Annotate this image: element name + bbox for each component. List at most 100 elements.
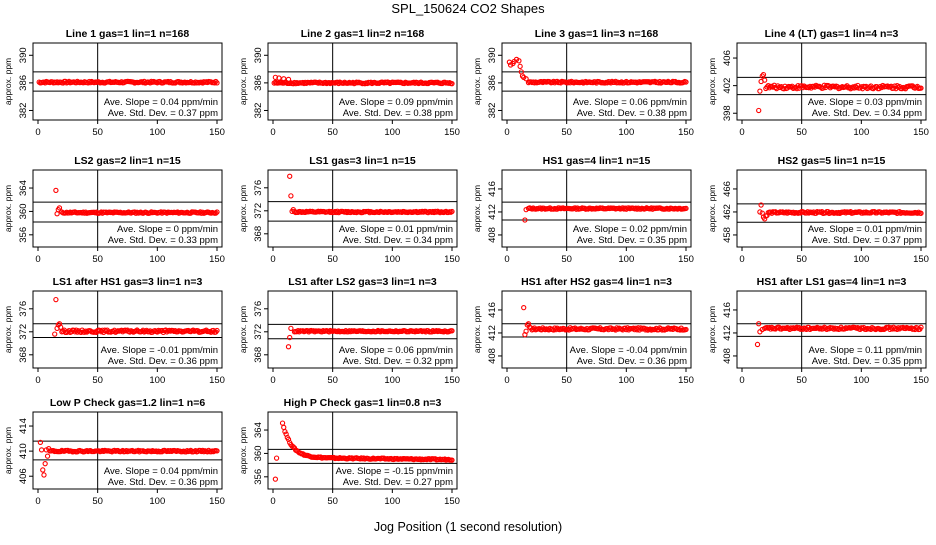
x-tick-label: 0 [270, 254, 275, 265]
data-point [893, 325, 899, 331]
y-tick-label: 386 [18, 75, 29, 91]
data-point [123, 447, 129, 454]
y-tick-label: 408 [722, 348, 733, 364]
data-point [918, 210, 924, 216]
slope-annotation: Ave. Slope = 0 ppm/min [117, 224, 218, 235]
data-point [272, 476, 279, 482]
y-axis-label: approx. ppm [707, 306, 717, 353]
slope-annotation: Ave. Slope = -0.04 ppm/min [570, 345, 687, 356]
data-point [44, 453, 51, 459]
data-point [40, 467, 46, 473]
data-point [326, 329, 332, 335]
panel-title: HS2 gas=5 lin=1 n=15 [778, 155, 886, 167]
figure-title: SPL_150624 CO2 Shapes [391, 1, 545, 16]
panel-9: LS1 after HS1 gas=3 lin=1 n=3 0 50 100 150 36… [3, 276, 225, 386]
data-point [521, 304, 527, 311]
data-point [449, 457, 455, 463]
y-tick-label: 390 [253, 47, 264, 63]
data-point [367, 209, 373, 216]
data-point [304, 328, 311, 334]
std-dev-annotation: Ave. Std. Dev. = 0.36 ppm [577, 356, 687, 367]
data-point [583, 326, 589, 333]
x-tick-label: 100 [853, 254, 869, 265]
data-point [211, 80, 218, 86]
x-tick-label: 50 [92, 127, 103, 138]
data-point [273, 455, 280, 461]
data-point [767, 209, 774, 215]
x-tick-label: 150 [678, 127, 694, 138]
y-tick-label: 376 [18, 301, 29, 317]
data-point [214, 448, 220, 454]
data-point [813, 325, 819, 332]
x-tick-label: 0 [35, 375, 40, 386]
data-point [139, 328, 145, 335]
x-tick-label: 150 [444, 254, 460, 265]
y-tick-label: 386 [487, 75, 498, 91]
x-tick-label: 0 [739, 375, 744, 386]
data-point [52, 331, 58, 337]
data-point [895, 325, 901, 331]
x-tick-label: 100 [384, 375, 400, 386]
y-tick-label: 360 [18, 203, 29, 219]
data-point [361, 455, 367, 461]
x-tick-label: 100 [149, 254, 165, 265]
data-point [516, 58, 522, 64]
y-tick-label: 406 [18, 468, 29, 484]
x-tick-label: 50 [796, 375, 807, 386]
data-point [652, 326, 658, 333]
x-tick-label: 150 [209, 496, 225, 507]
slope-annotation: Ave. Slope = -0.15 ppm/min [336, 466, 453, 477]
data-point [449, 328, 455, 334]
y-axis-label: approx. ppm [3, 58, 13, 105]
plot-frame [501, 169, 692, 248]
x-tick-label: 50 [796, 127, 807, 138]
data-point [648, 205, 655, 211]
data-point [517, 63, 523, 69]
std-dev-annotation: Ave. Std. Dev. = 0.38 ppm [343, 108, 453, 119]
plot-frame [267, 290, 458, 369]
data-point [756, 321, 762, 327]
data-point [110, 328, 116, 335]
data-point [754, 341, 761, 348]
x-tick-label: 50 [327, 496, 338, 507]
slope-annotation: Ave. Slope = 0.11 ppm/min [809, 345, 922, 356]
data-point [344, 209, 350, 216]
data-point [214, 80, 220, 86]
panel-title: Line 1 gas=1 lin=1 n=168 [66, 28, 190, 40]
data-point [794, 85, 800, 92]
data-point [158, 209, 164, 215]
data-point [41, 472, 47, 478]
std-dev-annotation: Ave. Std. Dev. = 0.35 ppm [577, 235, 687, 246]
panel-title: High P Check gas=1 lin=0.8 n=3 [284, 397, 442, 409]
y-tick-label: 402 [722, 78, 733, 94]
panel-5: LS2 gas=2 lin=1 n=15 0 50 100 150 356 360 364 ap… [3, 155, 225, 265]
data-point [295, 327, 301, 334]
data-point [804, 209, 811, 215]
x-tick-label: 100 [618, 127, 634, 138]
x-tick-label: 0 [504, 254, 509, 265]
y-tick-label: 386 [253, 75, 264, 91]
x-tick-label: 150 [209, 254, 225, 265]
y-tick-label: 416 [487, 181, 498, 197]
data-point [386, 79, 392, 86]
y-axis-label: approx. ppm [472, 58, 482, 105]
std-dev-annotation: Ave. Std. Dev. = 0.38 ppm [577, 108, 687, 119]
data-point [899, 86, 905, 92]
panel-11: HS1 after HS2 gas=4 lin=1 n=3 0 50 100 150 40… [472, 276, 694, 386]
data-point [53, 296, 59, 303]
data-point [638, 325, 644, 331]
plot-frame [736, 290, 927, 369]
y-tick-label: 368 [253, 226, 264, 242]
data-point [80, 80, 86, 86]
panel-title: LS1 gas=3 lin=1 n=15 [309, 155, 416, 167]
y-axis-label: approx. ppm [472, 185, 482, 232]
data-point [440, 329, 447, 335]
std-dev-annotation: Ave. Std. Dev. = 0.32 ppm [343, 356, 453, 367]
x-tick-label: 100 [384, 254, 400, 265]
y-tick-label: 412 [722, 325, 733, 341]
data-point [655, 80, 662, 86]
x-tick-label: 50 [327, 254, 338, 265]
panel-title: Line 3 gas=1 lin=3 n=168 [535, 28, 659, 40]
data-point [529, 206, 535, 212]
